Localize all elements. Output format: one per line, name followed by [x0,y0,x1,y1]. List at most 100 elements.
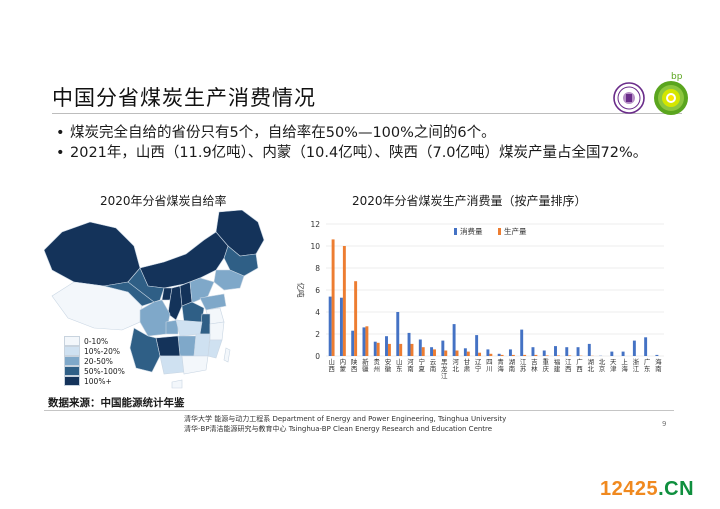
legend-label: 0-10% [84,336,109,346]
x-tick-label: 云南 [430,358,437,373]
bar-production [342,246,346,356]
bar-production [455,350,459,356]
bar-consumption [621,351,625,356]
bar-consumption [587,343,591,356]
y-axis-label: 亿吨 [296,283,306,298]
y-tick-label: 2 [315,330,320,339]
bar-consumption [508,349,512,356]
legend-swatch [64,336,80,346]
y-tick-label: 6 [315,286,320,295]
page-number: 9 [662,420,667,428]
x-tick-label: 江苏 [520,358,527,373]
legend-label: 50%-100% [84,366,125,376]
site-watermark: 12425.CN [600,478,694,501]
x-tick-label: 重庆 [542,358,549,373]
x-tick-label: 山西 [328,357,335,373]
x-tick-label: 辽宁 [475,358,482,373]
x-tick-label: 山东 [396,357,403,373]
footer-line: 清华-BP清洁能源研究与教育中心 Tsinghua-BP Clean Energ… [184,425,493,433]
bar-consumption [463,348,467,356]
x-tick-label: 湖南 [509,357,516,373]
logos: bp [613,72,693,116]
legend-label: 消费量 [460,226,483,236]
map-legend: 0-10% 10%-20% 20-50% 50%-100% 100%+ [64,336,125,386]
province-jilin [223,245,259,277]
bar-consumption [407,332,411,356]
bar-production [489,353,493,356]
bar-production [421,347,425,356]
bar-consumption [339,297,343,356]
chart-title: 2020年分省煤炭生产消费量（按产量排序） [352,194,587,208]
bar-production [556,355,560,356]
bar-production [376,342,380,356]
bp-logo-text: bp [671,72,683,82]
bp-logo-icon [654,81,688,115]
x-tick-label: 广西 [576,357,583,373]
province-henan [181,301,205,323]
china-map-svg [43,209,265,389]
legend-label: 10%-20% [84,346,121,356]
legend-item: 50%-100% [64,366,125,376]
bullet-item: 煤炭完全自给的省份只有5个，自给率在50%—100%之间的6个。 [56,124,676,143]
bar-production [331,239,335,356]
bar-consumption [632,340,636,356]
legend-label: 100%+ [84,376,112,386]
bar-consumption [486,349,490,356]
legend-label: 生产量 [504,226,527,236]
bar-production [387,343,391,356]
china-choropleth-map [43,209,294,395]
x-tick-label: 吉林 [531,358,538,373]
x-tick-label: 甘肃 [464,357,471,373]
bar-consumption [373,341,377,356]
page-title: 中国分省煤炭生产消费情况 [52,86,316,110]
x-tick-label: 河北 [452,358,459,373]
tsinghua-seal-icon [613,82,645,114]
x-tick-label: 四川 [486,358,493,373]
y-tick-label: 4 [315,308,320,317]
province-guangdong [181,355,209,375]
bar-consumption [475,335,479,356]
bar-production [399,343,403,356]
bar-consumption [644,337,648,356]
legend-swatch [64,376,80,386]
bar-consumption [565,347,569,356]
bar-production [523,354,527,356]
y-tick-label: 0 [315,352,320,361]
x-tick-label: 浙江 [633,357,640,373]
bar-consumption [385,336,388,356]
footer-divider [44,410,674,411]
bar-consumption [418,339,422,356]
bar-consumption [396,312,400,356]
legend-item: 100%+ [64,376,125,386]
bar-production [511,354,515,356]
x-tick-label: 湖北 [588,357,595,373]
bar-consumption [441,340,445,356]
province-shandong [199,293,227,311]
bar-consumption [554,346,557,356]
bar-production [444,350,448,356]
bar-production [568,355,572,356]
legend-swatch [64,346,80,356]
legend-swatch [454,228,457,235]
x-tick-label: 黑龙江 [441,358,448,380]
legend-swatch [64,356,80,366]
bar-production [500,354,504,356]
bar-consumption [328,296,332,356]
bullet-list: 煤炭完全自给的省份只有5个，自给率在50%—100%之间的6个。 2021年，山… [56,124,676,164]
bar-chart: 0 2 4 6 8 10 12 亿吨山西内蒙陕西新疆贵州安徽山东河南宁夏云南黑龙江河北甘肃辽宁… [296,220,664,380]
x-tick-label: 贵州 [373,357,380,373]
x-tick-label: 宁夏 [419,357,426,373]
bar-production [466,351,470,356]
x-tick-label: 安徽 [385,357,392,373]
x-tick-label: 广东 [644,357,651,373]
x-tick-label: 新疆 [362,357,369,373]
map-title: 2020年分省煤炭自给率 [100,194,227,208]
bar-production [545,355,549,356]
watermark-number: 12425 [600,478,659,500]
bar-consumption [576,347,580,356]
bar-consumption [542,350,546,356]
y-tick-label: 8 [315,264,320,273]
x-tick-label: 上海 [621,357,628,373]
bar-consumption [655,354,659,356]
province-hainan [171,379,183,389]
